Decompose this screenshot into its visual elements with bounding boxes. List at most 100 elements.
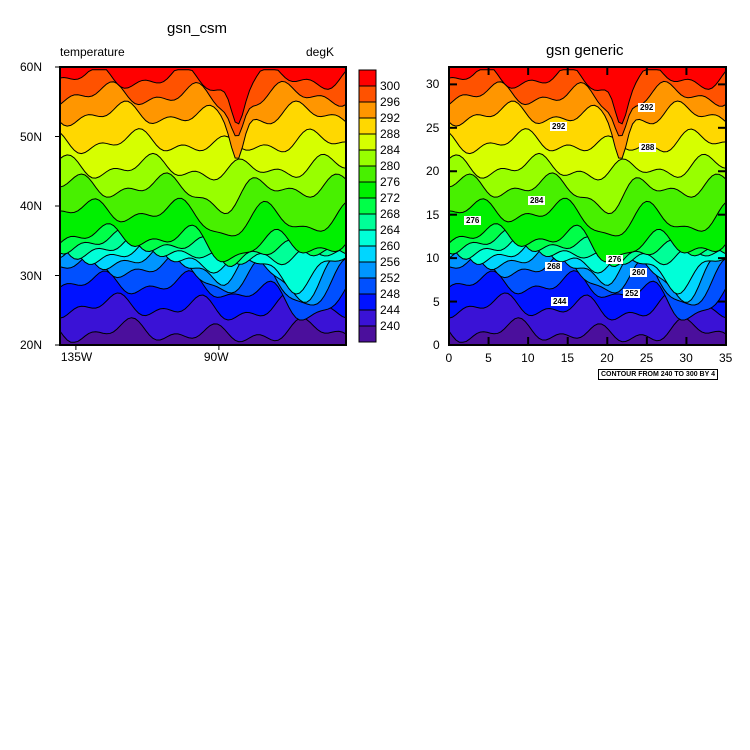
contour-line-label: 252 xyxy=(623,289,641,298)
y-tick-label: 20 xyxy=(426,164,440,179)
x-tick-label: 90W xyxy=(203,350,229,364)
colorbar-box xyxy=(358,117,377,135)
contour-line-label: 284 xyxy=(528,196,546,205)
contour-line-280 xyxy=(59,172,347,215)
colorbar-box xyxy=(358,261,377,279)
colorbar-label: 264 xyxy=(380,223,401,237)
contour-line-284 xyxy=(448,152,727,181)
contour-line-272 xyxy=(448,223,727,263)
colorbar-box xyxy=(358,277,377,295)
contour-line-260 xyxy=(448,239,727,295)
contour-line-label: 276 xyxy=(606,255,624,264)
y-tick-label: 0 xyxy=(433,338,440,352)
contour-line-label: 292 xyxy=(638,103,656,112)
colorbar-box xyxy=(358,293,377,311)
x-tick-label: 20 xyxy=(600,351,614,365)
colorbar-label: 240 xyxy=(380,319,401,333)
colorbar-label: 296 xyxy=(380,95,401,109)
contour-line-280 xyxy=(448,172,727,215)
colorbar-label: 248 xyxy=(380,287,401,301)
plot-frame xyxy=(448,66,727,346)
contour-line-264 xyxy=(448,233,727,266)
colorbar-box xyxy=(358,149,377,167)
colorbar-box xyxy=(358,213,377,231)
contour-line-252 xyxy=(448,253,727,306)
colorbar-label: 280 xyxy=(380,159,401,173)
y-tick-label: 30 xyxy=(426,77,440,92)
colorbar-label: 276 xyxy=(380,175,401,189)
y-tick-label: 60N xyxy=(20,60,43,74)
colorbar-label: 300 xyxy=(380,79,401,93)
contour-line-label: 268 xyxy=(545,262,563,271)
colorbar-box xyxy=(358,309,377,327)
colorbar-label: 284 xyxy=(380,143,401,157)
contour-line-288 xyxy=(59,128,347,155)
colorbar-label: 256 xyxy=(380,255,401,269)
contour-line-300 xyxy=(448,69,727,125)
colorbar-box xyxy=(358,101,377,119)
y-tick-label: 40N xyxy=(20,199,43,213)
colorbar-label: 252 xyxy=(380,271,401,285)
colorbar-label: 272 xyxy=(380,191,401,205)
contour-line-252 xyxy=(59,253,347,306)
contour-line-264 xyxy=(59,233,347,266)
colorbar-box xyxy=(358,245,377,263)
colorbar-box xyxy=(358,69,377,87)
colorbar xyxy=(358,69,377,343)
contour-line-272 xyxy=(59,223,347,263)
colorbar-label: 268 xyxy=(380,207,401,221)
colorbar-box xyxy=(358,133,377,151)
y-tick-label: 50N xyxy=(20,129,43,144)
left-string: temperature xyxy=(60,45,125,59)
contour-line-296 xyxy=(59,80,347,137)
y-tick-label: 5 xyxy=(433,294,440,309)
x-tick-label: 10 xyxy=(521,351,535,365)
x-tick-label: 135W xyxy=(60,350,93,364)
contour-band-300 xyxy=(60,67,346,124)
contour-line-label: 276 xyxy=(464,216,482,225)
x-tick-label: 25 xyxy=(639,351,654,365)
left-title: gsn_csm xyxy=(167,20,228,37)
right-string: degK xyxy=(306,45,335,59)
contour-line-284 xyxy=(59,152,347,181)
contour-line-276 xyxy=(59,197,347,237)
x-tick-label: 15 xyxy=(560,351,575,365)
contour-line-248 xyxy=(448,270,727,321)
colorbar-box xyxy=(358,85,377,103)
y-tick-label: 20N xyxy=(20,338,43,352)
x-tick-label: 5 xyxy=(485,351,492,365)
x-tick-label: 35 xyxy=(719,351,733,365)
x-tick-label: 0 xyxy=(445,351,453,365)
contour-line-296 xyxy=(448,80,727,137)
y-tick-label: 15 xyxy=(426,207,440,222)
y-tick-label: 25 xyxy=(426,120,440,135)
colorbar-label: 288 xyxy=(380,127,401,141)
contour-line-292 xyxy=(59,100,347,159)
colorbar-box xyxy=(358,325,377,343)
left-contour-plot xyxy=(55,66,347,350)
colorbar-box xyxy=(358,197,377,215)
contour-line-label: 288 xyxy=(639,143,657,152)
y-tick-label: 30N xyxy=(20,268,43,283)
colorbar-label: 260 xyxy=(380,239,401,253)
colorbar-box xyxy=(358,165,377,183)
contour-line-label: 244 xyxy=(551,297,569,306)
contour-line-label: 292 xyxy=(550,122,568,131)
contour-line-292 xyxy=(448,100,727,159)
contour-line-276 xyxy=(448,197,727,237)
contour-line-300 xyxy=(59,69,347,125)
contour-line-256 xyxy=(448,244,727,303)
contour-line-248 xyxy=(59,270,347,321)
contour-line-288 xyxy=(448,128,727,155)
x-tick-label: 30 xyxy=(679,351,693,365)
contour-info-label: CONTOUR FROM 240 TO 300 BY 4 xyxy=(598,369,718,380)
contour-line-label: 260 xyxy=(630,268,648,277)
colorbar-box xyxy=(358,181,377,199)
contour-line-260 xyxy=(59,239,347,295)
y-tick-label: 10 xyxy=(426,251,440,266)
colorbar-label: 244 xyxy=(380,303,401,317)
right-title: gsn generic xyxy=(546,42,624,59)
contour-line-256 xyxy=(59,244,347,303)
colorbar-box xyxy=(358,229,377,247)
right-contour-plot xyxy=(448,66,727,346)
